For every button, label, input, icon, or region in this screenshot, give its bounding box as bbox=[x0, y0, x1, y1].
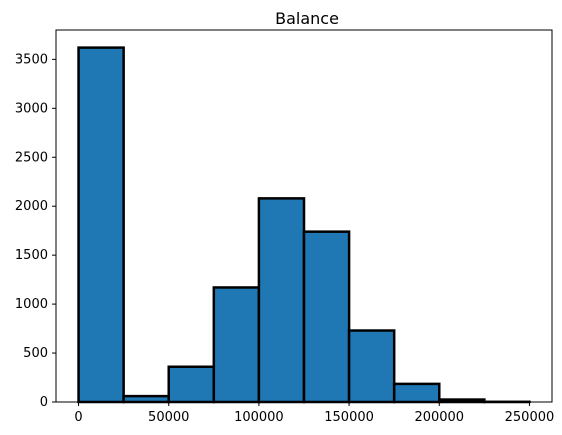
x-tick-label-0: 0 bbox=[74, 410, 82, 425]
x-tick-label-4: 200000 bbox=[414, 410, 464, 425]
y-tick-label-2: 1000 bbox=[15, 297, 48, 312]
histogram-bar-3 bbox=[212, 286, 261, 404]
x-tick-label-5: 250000 bbox=[505, 410, 555, 425]
histogram-bar-6 bbox=[347, 329, 396, 404]
histogram-bar-5 bbox=[302, 230, 351, 404]
y-tick-label-5: 2500 bbox=[15, 150, 48, 165]
x-tick-label-3: 150000 bbox=[324, 410, 374, 425]
histogram-bar-4 bbox=[257, 197, 306, 404]
plot-frame bbox=[55, 29, 553, 403]
y-tick-label-0: 0 bbox=[40, 395, 48, 410]
histogram-bar-0 bbox=[77, 46, 125, 404]
y-tick-label-4: 2000 bbox=[15, 199, 48, 214]
x-tick-label-2: 100000 bbox=[234, 410, 284, 425]
x-axis: 0 50000 100000 150000 200000 250000 bbox=[74, 402, 554, 425]
y-tick-label-1: 500 bbox=[23, 346, 48, 361]
histogram-bar-7 bbox=[392, 382, 441, 404]
x-tick-label-1: 50000 bbox=[148, 410, 189, 425]
y-tick-label-7: 3500 bbox=[15, 52, 48, 67]
y-tick-label-6: 3000 bbox=[15, 101, 48, 116]
histogram-bars bbox=[77, 46, 531, 404]
y-tick-label-3: 1500 bbox=[15, 248, 48, 263]
chart-title: Balance bbox=[275, 9, 339, 28]
histogram-bar-1 bbox=[122, 394, 170, 404]
y-axis: 0 500 1000 1500 2000 2500 3000 3500 bbox=[15, 52, 56, 410]
histogram-bar-2 bbox=[167, 365, 216, 404]
